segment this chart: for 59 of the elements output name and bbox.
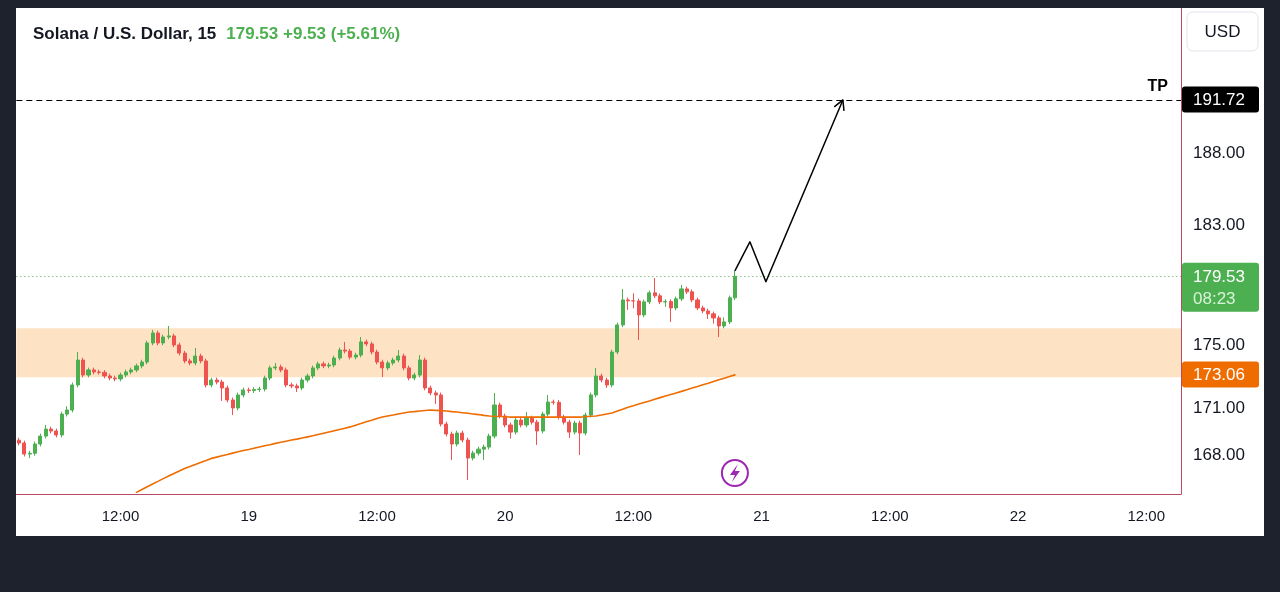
x-tick-label: 12:00 xyxy=(614,507,653,524)
x-tick-label: 12:00 xyxy=(101,507,140,524)
y-tick-label: 173.06 xyxy=(1193,365,1245,385)
candlestick xyxy=(76,351,80,388)
candlestick xyxy=(247,387,251,394)
x-tick-label: 12:00 xyxy=(358,507,396,524)
candlestick xyxy=(86,367,91,378)
candlestick xyxy=(599,373,603,383)
x-tick-label: 12:00 xyxy=(1127,507,1166,524)
x-tick-label: 21 xyxy=(753,507,770,524)
y-axis-title: USD xyxy=(1204,22,1241,41)
y-tick-label: 183.00 xyxy=(1193,215,1245,235)
candlestick xyxy=(151,329,155,346)
text: Solana / U.S. Dollar, 15 xyxy=(33,24,217,43)
candlestick xyxy=(573,420,577,435)
candlestick xyxy=(663,298,667,308)
candlestick xyxy=(321,361,326,369)
y-tick-label: 171.00 xyxy=(1193,397,1245,417)
text: 179.53 +9.53 (+5.61%) xyxy=(226,24,401,43)
x-tick-label: 12:00 xyxy=(871,507,909,524)
line-series xyxy=(135,374,736,494)
y-tick-label: 179.53 xyxy=(1193,266,1245,286)
candlestick xyxy=(605,377,609,389)
y-tick-label: 175.00 xyxy=(1193,335,1245,355)
candlestick xyxy=(161,334,165,346)
candlestick xyxy=(583,412,587,436)
candlestick xyxy=(231,397,235,416)
candlestick xyxy=(338,347,342,361)
candlestick xyxy=(519,417,523,428)
candlestick xyxy=(551,399,555,406)
candlestick xyxy=(364,339,368,347)
y-tick-label: 191.72 xyxy=(1193,90,1245,110)
x-tick-label: 19 xyxy=(240,507,258,524)
candlestick xyxy=(412,372,416,381)
candlestick xyxy=(193,347,197,366)
candlestick xyxy=(621,288,625,328)
candlestick xyxy=(418,354,422,378)
candlestick xyxy=(578,420,582,456)
x-tick-label: 20 xyxy=(496,507,514,524)
y-tick-label: 188.00 xyxy=(1193,143,1245,163)
candlestick xyxy=(514,417,518,435)
ref-line-label: TP xyxy=(1147,77,1169,95)
candlestick xyxy=(455,430,459,447)
candlestick xyxy=(637,298,641,341)
candlestick xyxy=(167,325,171,340)
candlestick xyxy=(450,431,454,461)
x-tick-label: 22 xyxy=(1009,507,1027,524)
y-tick-label: 168.00 xyxy=(1193,445,1245,465)
candlestick xyxy=(44,424,48,439)
candlestick xyxy=(557,399,561,420)
candlestick xyxy=(669,298,673,323)
candlestick xyxy=(81,357,85,378)
candlestick xyxy=(209,377,213,388)
candlestick xyxy=(722,316,726,329)
candlestick xyxy=(460,430,464,443)
text: 08:23 xyxy=(1193,288,1236,308)
candlestick xyxy=(524,411,529,428)
candlestick xyxy=(466,437,470,481)
candlestick xyxy=(156,330,160,346)
